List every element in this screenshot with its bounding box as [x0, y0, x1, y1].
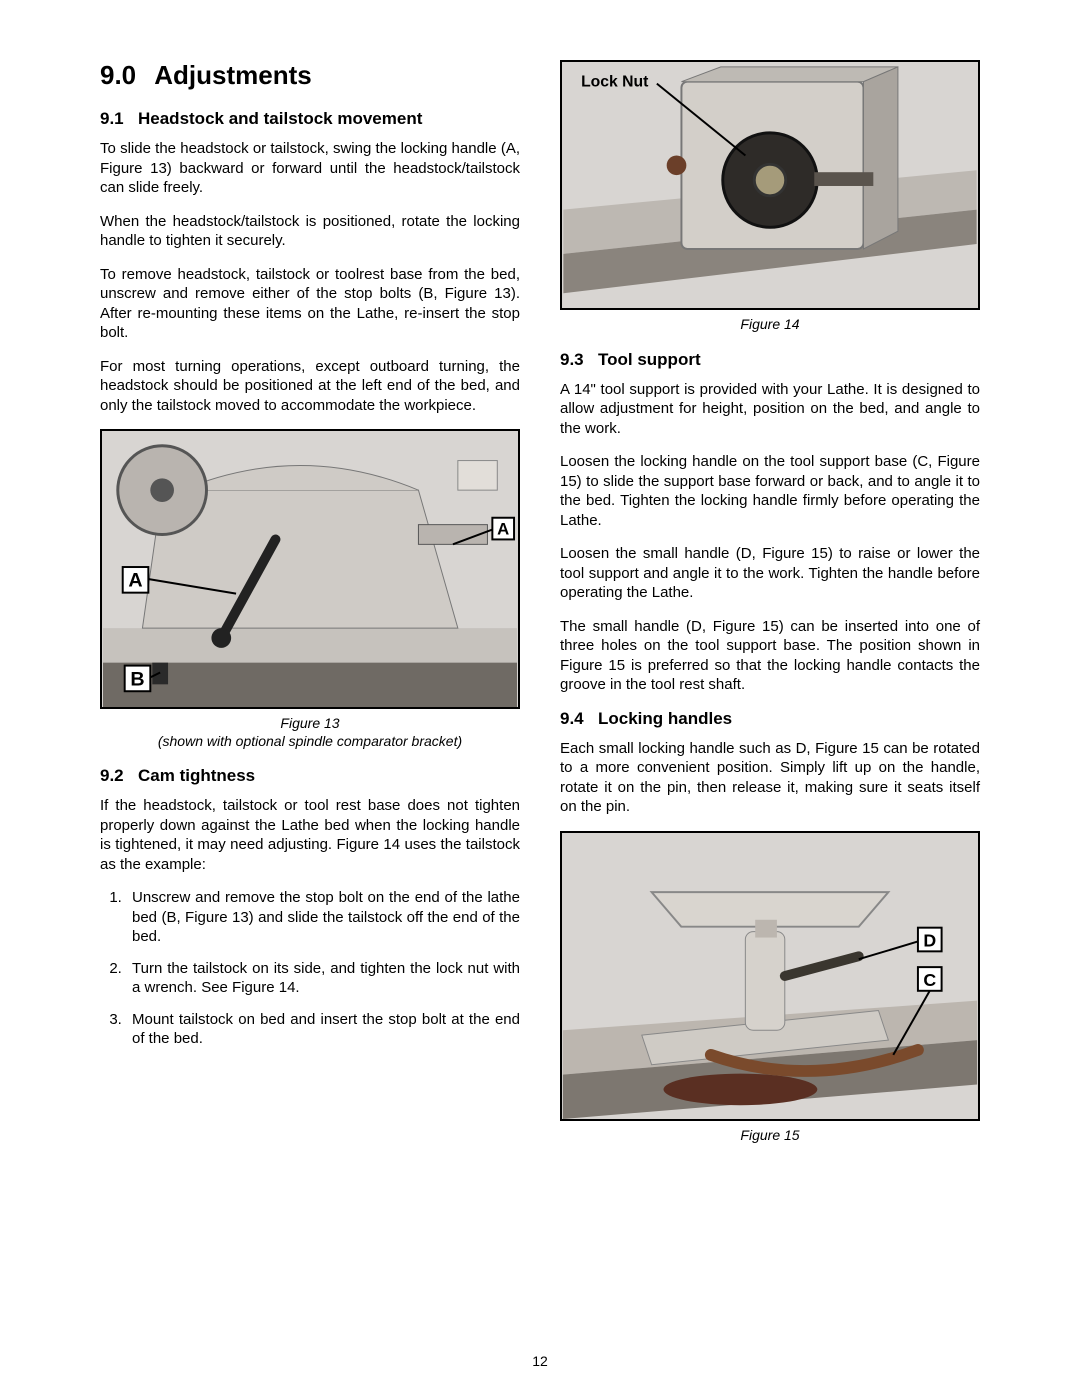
page-number: 12	[0, 1353, 1080, 1369]
section-number: 9.3	[560, 350, 598, 370]
section-title: Cam tightness	[138, 766, 255, 786]
section-title: Locking handles	[598, 709, 732, 729]
section-9-3-heading: 9.3 Tool support	[560, 350, 980, 370]
right-column: Lock Nut Figure 14 9.3 Tool support A 14…	[560, 60, 980, 1160]
body-text: Loosen the locking handle on the tool su…	[560, 452, 980, 530]
section-9-4-heading: 9.4 Locking handles	[560, 709, 980, 729]
section-title: Headstock and tailstock movement	[138, 109, 422, 129]
body-text: Each small locking handle such as D, Fig…	[560, 739, 980, 817]
figure-13: A A B	[100, 429, 520, 709]
svg-text:Lock Nut: Lock Nut	[581, 74, 649, 91]
list-item: Mount tailstock on bed and insert the st…	[126, 1010, 520, 1049]
body-text: If the headstock, tailstock or tool rest…	[100, 796, 520, 874]
svg-text:C: C	[923, 969, 936, 989]
cam-tightness-list: Unscrew and remove the stop bolt on the …	[100, 888, 520, 1049]
heading-title: Adjustments	[154, 60, 311, 90]
heading-number: 9.0	[100, 60, 148, 91]
section-number: 9.2	[100, 766, 138, 786]
figure-14-caption: Figure 14	[560, 316, 980, 334]
section-9-1-heading: 9.1 Headstock and tailstock movement	[100, 109, 520, 129]
list-item: Unscrew and remove the stop bolt on the …	[126, 888, 520, 947]
section-9-2-heading: 9.2 Cam tightness	[100, 766, 520, 786]
svg-text:A: A	[497, 520, 509, 539]
figure-15: D C	[560, 831, 980, 1121]
body-text: Loosen the small handle (D, Figure 15) t…	[560, 544, 980, 603]
figure-14: Lock Nut	[560, 60, 980, 310]
list-item: Turn the tailstock on its side, and tigh…	[126, 959, 520, 998]
section-number: 9.1	[100, 109, 138, 129]
body-text: The small handle (D, Figure 15) can be i…	[560, 617, 980, 695]
caption-line: Figure 13	[280, 715, 339, 731]
body-text: To slide the headstock or tailstock, swi…	[100, 139, 520, 198]
body-text: A 14" tool support is provided with your…	[560, 380, 980, 439]
left-column: 9.0 Adjustments 9.1 Headstock and tailst…	[100, 60, 520, 1160]
body-text: When the headstock/tailstock is position…	[100, 212, 520, 251]
caption-line: (shown with optional spindle comparator …	[158, 733, 462, 749]
section-number: 9.4	[560, 709, 598, 729]
figure-13-caption: Figure 13 (shown with optional spindle c…	[100, 715, 520, 750]
svg-text:A: A	[128, 570, 142, 592]
main-heading: 9.0 Adjustments	[100, 60, 520, 91]
svg-text:B: B	[130, 668, 144, 690]
body-text: To remove headstock, tailstock or toolre…	[100, 265, 520, 343]
body-text: For most turning operations, except outb…	[100, 357, 520, 416]
section-title: Tool support	[598, 350, 701, 370]
figure-15-caption: Figure 15	[560, 1127, 980, 1145]
svg-text:D: D	[923, 930, 936, 950]
